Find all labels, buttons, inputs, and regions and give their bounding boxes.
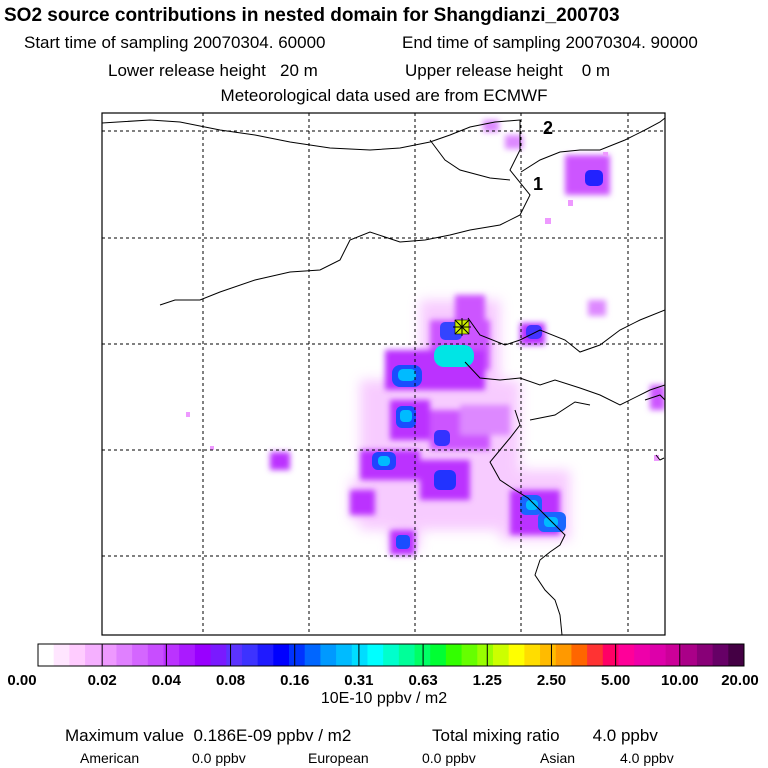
colorbar-tick-label: 0.08: [216, 672, 245, 689]
colorbar-swatch: [53, 644, 70, 666]
colorbar-tick-label: 10.00: [661, 672, 699, 689]
sampling-start: Start time of sampling 20070304. 60000: [24, 33, 326, 52]
colorbar-swatch: [100, 644, 117, 666]
colorbar-swatch: [492, 644, 510, 666]
asian-label: Asian: [540, 750, 576, 766]
colorbar-tick-label: 0.02: [88, 672, 117, 689]
colorbar-swatch: [241, 644, 259, 666]
colorbar-swatch: [712, 644, 729, 666]
release-lower: Lower release height 20 m: [108, 61, 318, 80]
colorbar-swatch: [147, 644, 164, 666]
colorbar-swatch: [336, 644, 353, 666]
colorbar-swatch: [116, 644, 133, 666]
concentration-field: [186, 120, 665, 555]
colorbar-swatch: [508, 644, 525, 666]
colorbar-swatch: [132, 644, 149, 666]
colorbar-swatch: [602, 644, 619, 666]
colorbar-swatch: [257, 644, 274, 666]
colorbar-units: 10E-10 ppbv / m2: [320, 690, 448, 707]
colorbar-tick-label: 0.31: [344, 672, 373, 689]
american-label: American: [80, 750, 140, 766]
colorbar-swatch: [163, 644, 180, 666]
colorbar-swatch: [649, 644, 666, 666]
colorbar-swatch: [540, 644, 557, 666]
colorbar-tick-label: 0.16: [280, 672, 309, 689]
map-frame: [101, 112, 666, 636]
colorbar-swatch: [226, 644, 243, 666]
colorbar-swatch: [461, 644, 478, 666]
colorbar-swatch: [571, 644, 588, 666]
colorbar-tick-label: 0.04: [152, 672, 182, 689]
colorbar-swatch: [555, 644, 572, 666]
colorbar-swatch: [304, 644, 321, 666]
colorbar-swatch: [398, 644, 415, 666]
max-value: Maximum value 0.186E-09 ppbv / m2: [65, 726, 352, 745]
colorbar-swatch: [414, 644, 431, 666]
map-label-1: 1: [533, 174, 543, 194]
colorbar-swatch: [618, 644, 635, 666]
colorbar-swatch: [194, 644, 211, 666]
colorbar-swatch: [210, 644, 227, 666]
colorbar-swatch: [179, 644, 196, 666]
colorbar-swatch: [665, 644, 682, 666]
sampling-end: End time of sampling 20070304. 90000: [402, 33, 698, 52]
colorbar-swatch: [351, 644, 368, 666]
colorbar-tick-label: 1.25: [473, 672, 502, 689]
colorbar-swatch: [430, 644, 447, 666]
colorbar: [38, 644, 745, 666]
american-value: 0.0 ppbv: [192, 750, 246, 766]
colorbar-swatch: [681, 644, 698, 666]
colorbar-swatch: [69, 644, 86, 666]
colorbar-tick-label: 20.00: [721, 672, 759, 689]
colorbar-tick-label: 2.50: [537, 672, 566, 689]
colorbar-swatch: [696, 644, 714, 666]
colorbar-tick-label: 5.00: [601, 672, 630, 689]
met-data-source: Meteorological data used are from ECMWF: [220, 86, 548, 105]
colorbar-swatch: [273, 644, 290, 666]
colorbar-swatch: [367, 644, 384, 666]
european-label: European: [308, 750, 369, 766]
release-upper: Upper release height 0 m: [405, 61, 611, 80]
asian-value: 4.0 ppbv: [620, 750, 674, 766]
coastlines: [102, 117, 665, 635]
colorbar-swatch: [38, 644, 55, 666]
colorbar-tick-label: 0.00: [7, 672, 36, 689]
european-value: 0.0 ppbv: [422, 750, 476, 766]
colorbar-swatch: [477, 644, 494, 666]
total-mixing-ratio: Total mixing ratio 4.0 ppbv: [432, 726, 658, 745]
colorbar-swatch: [383, 644, 400, 666]
colorbar-swatch: [289, 644, 306, 666]
colorbar-swatch: [634, 644, 651, 666]
colorbar-tick-label: 0.63: [408, 672, 437, 689]
colorbar-swatch: [445, 644, 462, 666]
map-title: SO2 source contributions in nested domai…: [4, 5, 620, 26]
colorbar-swatch: [320, 644, 337, 666]
colorbar-swatch: [728, 644, 745, 666]
colorbar-swatch: [587, 644, 604, 666]
colorbar-swatch: [85, 644, 102, 666]
lat-lon-grid: [102, 113, 665, 635]
colorbar-ticks: 0.00 0.02 0.04 0.08 0.16 0.31 0.63 1.25 2.50 5.00…: [7, 644, 759, 689]
map-label-2: 2: [543, 118, 553, 138]
colorbar-swatch: [524, 644, 541, 666]
